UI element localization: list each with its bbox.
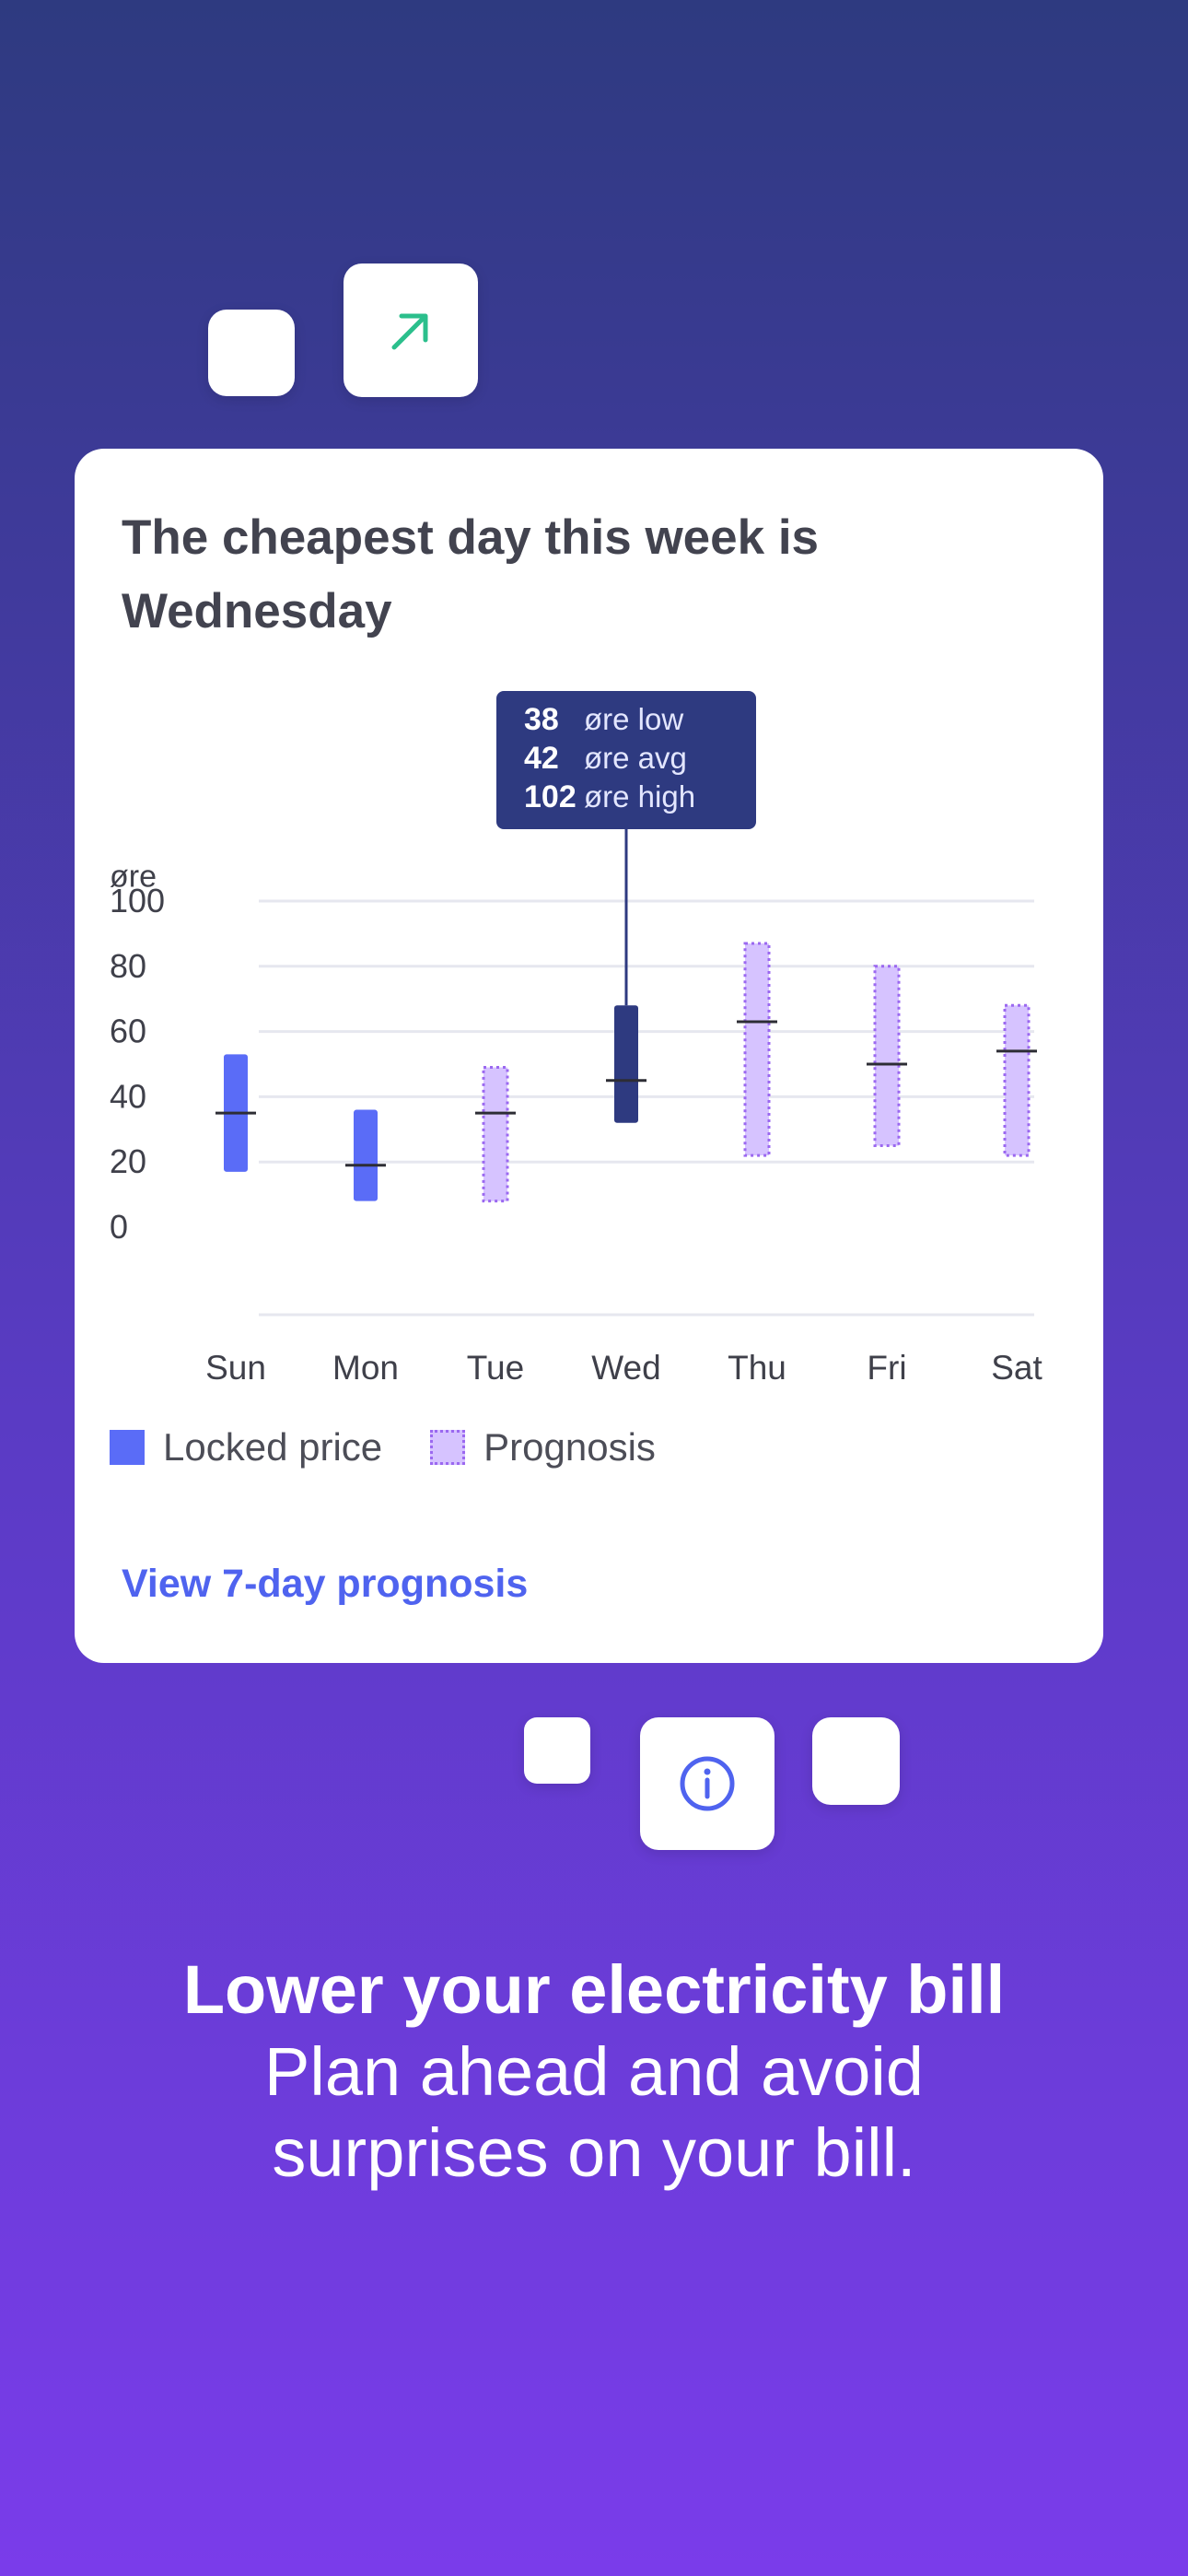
subline-line-2: surprises on your bill. <box>272 2114 916 2191</box>
y-tick-80: 80 <box>110 947 146 985</box>
arrow-tile <box>344 263 478 397</box>
info-tile <box>640 1717 775 1850</box>
y-tick-60: 60 <box>110 1013 146 1050</box>
bar-tue <box>482 1066 509 1203</box>
y-tick-40: 40 <box>110 1077 146 1115</box>
decor-tile-left <box>524 1717 590 1784</box>
x-tick-sat: Sat <box>991 1349 1042 1387</box>
tooltip-label-1: øre avg <box>584 741 687 775</box>
chart-legend: Locked price Prognosis <box>110 1425 704 1469</box>
tooltip-label-0: øre low <box>584 702 683 736</box>
view-prognosis-link[interactable]: View 7-day prognosis <box>122 1562 529 1606</box>
card-title: The cheapest day this week is Wednesday <box>122 510 820 638</box>
y-axis-label: øre <box>110 860 157 895</box>
x-tick-tue: Tue <box>467 1349 524 1387</box>
bar-thu <box>743 942 771 1157</box>
headline: Lower your electricity bill <box>182 1951 1006 2028</box>
legend-swatch-prognosis <box>430 1430 466 1465</box>
x-tick-fri: Fri <box>867 1349 906 1387</box>
bar-wed <box>614 1005 638 1123</box>
subline: Plan ahead and avoid surprises on your b… <box>0 2032 1188 2194</box>
subline-line-1: Plan ahead and avoid <box>264 2033 924 2110</box>
legend-label-locked: Locked price <box>163 1425 383 1469</box>
arrow-up-right-icon <box>391 313 428 349</box>
legend-item-locked: Locked price <box>110 1425 382 1469</box>
y-tick-20: 20 <box>110 1142 146 1180</box>
x-tick-wed: Wed <box>591 1349 660 1387</box>
bar-sat <box>1003 1003 1031 1157</box>
info-icon <box>680 1756 735 1811</box>
tooltip-value-0: 38 <box>524 702 559 737</box>
tooltip-box <box>496 691 756 829</box>
decor-tile-right <box>812 1717 900 1805</box>
legend-item-prognosis: Prognosis <box>430 1425 656 1469</box>
legend-swatch-locked <box>110 1430 145 1465</box>
bar-fri <box>873 965 901 1147</box>
decor-tile-small <box>208 310 295 396</box>
tooltip-value-2: 102 <box>524 779 577 814</box>
x-tick-mon: Mon <box>332 1349 399 1387</box>
price-chart: øre 0 20 40 60 80 100 Sun Mon Tue Wed Thu Fri Sat 38 ør… <box>110 691 1042 1387</box>
legend-label-prognosis: Prognosis <box>483 1425 656 1469</box>
tooltip-label-2: øre high <box>584 779 695 814</box>
y-tick-0: 0 <box>110 1208 128 1246</box>
tooltip-value-1: 42 <box>524 741 559 776</box>
bar-mon <box>354 1109 378 1201</box>
x-tick-sun: Sun <box>205 1349 266 1387</box>
x-tick-thu: Thu <box>728 1349 786 1387</box>
price-card: The cheapest day this week is Wednesday … <box>75 449 1103 1663</box>
y-tick-100: 100 <box>110 882 165 919</box>
